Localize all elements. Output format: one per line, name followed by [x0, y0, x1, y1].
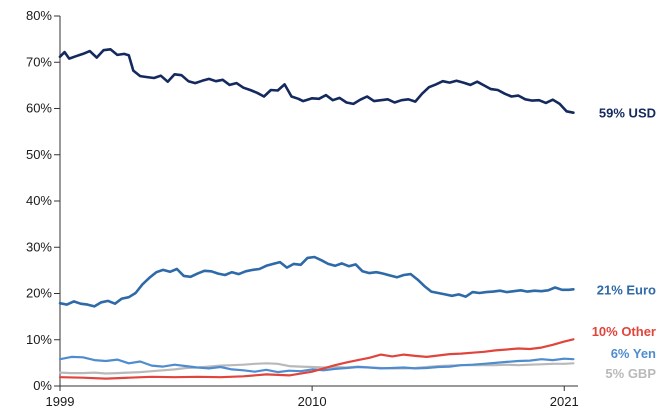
series-label-euro: 21% Euro [597, 282, 656, 297]
x-tick-label: 2021 [550, 394, 579, 409]
y-tick-label: 0% [33, 378, 52, 393]
axes [54, 15, 578, 391]
y-tick-label: 20% [26, 286, 52, 301]
x-tick-label: 2010 [298, 394, 327, 409]
x-tick-label: 1999 [46, 394, 75, 409]
y-tick-label: 80% [26, 8, 52, 23]
series-label-usd: 59% USD [599, 106, 656, 121]
y-tick-label: 50% [26, 147, 52, 162]
y-axis-tick-labels: 0% 10% 20% 30% 40% 50% 60% 70% 80% [26, 8, 52, 393]
series-label-other: 10% Other [592, 324, 656, 339]
series-lines [58, 47, 575, 380]
series-end-labels: 59% USD 21% Euro 10% Other 6% Yen 5% GBP [592, 106, 657, 381]
y-tick-label: 40% [26, 193, 52, 208]
y-tick-label: 70% [26, 54, 52, 69]
series-line-other [58, 338, 575, 380]
x-axis-tick-labels: 1999 2010 2021 [46, 394, 579, 409]
y-tick-label: 60% [26, 101, 52, 116]
series-line-usd [58, 47, 575, 114]
series-line-euro [58, 255, 575, 308]
series-label-yen: 6% Yen [611, 346, 656, 361]
series-line-gbp [58, 362, 575, 375]
y-tick-label: 30% [26, 239, 52, 254]
series-label-gbp: 5% GBP [605, 366, 656, 381]
y-tick-label: 10% [26, 332, 52, 347]
